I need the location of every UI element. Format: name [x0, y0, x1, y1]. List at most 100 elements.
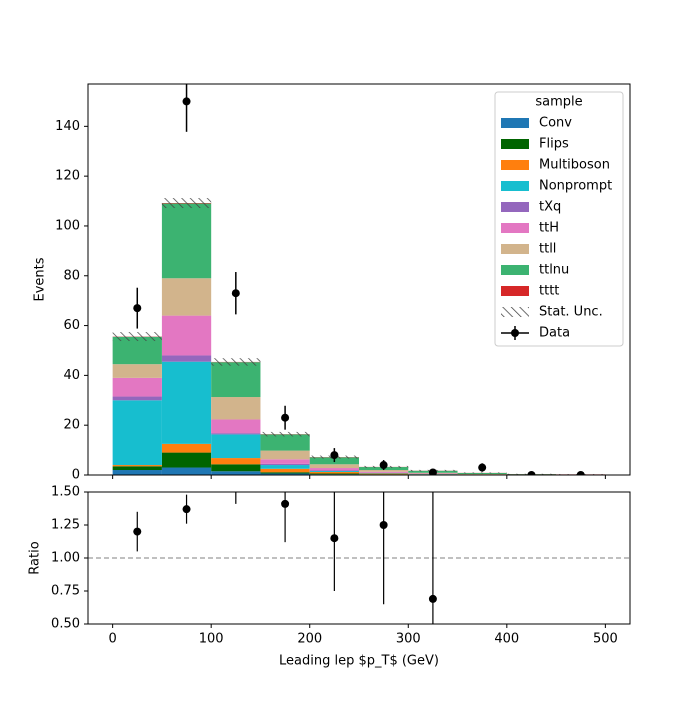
legend-label-ttll: ttll [539, 242, 556, 257]
bar-ttll-bin-2 [211, 397, 260, 419]
bottom-ytick-label-1: 0.75 [51, 584, 80, 599]
bar-multiboson-bin-4 [310, 472, 359, 473]
bar-nonprompt-bin-0 [113, 400, 162, 465]
bar-ttlnu-bin-3 [260, 434, 309, 450]
bar-multiboson-bin-5 [359, 474, 408, 475]
stat-unc-bin-2 [211, 358, 260, 365]
bar-tth-bin-3 [260, 459, 309, 463]
bar-ttlnu-bin-1 [162, 204, 211, 279]
top-ytick-label-5: 100 [55, 218, 80, 233]
bar-tth-bin-4 [310, 468, 359, 470]
legend-label-multiboson: Multiboson [539, 158, 610, 173]
bar-txq-bin-1 [162, 355, 211, 361]
legend-swatch-conv [501, 118, 529, 128]
legend-label-ttlnu: ttlnu [539, 263, 569, 278]
legend-swatch-stat-unc [501, 307, 529, 317]
bar-tth-bin-5 [359, 472, 408, 473]
bar-tth-bin-1 [162, 316, 211, 356]
bar-multiboson-bin-3 [260, 469, 309, 472]
stat-unc-bin-7 [458, 472, 507, 473]
legend-label-stat-unc: Stat. Unc. [539, 305, 603, 320]
bar-flips-bin-1 [162, 453, 211, 468]
ratio-panel: 0.50 0.75 1.00 1.25 1.50 0 100 200 300 400 500 Rati… [28, 446, 631, 700]
legend-swatch-flips [501, 139, 529, 149]
bar-ttll-bin-1 [162, 278, 211, 315]
legend-label-flips: Flips [539, 137, 569, 152]
bar-txq-bin-2 [211, 433, 260, 434]
bar-conv-bin-2 [211, 471, 260, 475]
bar-tth-bin-2 [211, 419, 260, 433]
data-point-5 [380, 461, 388, 469]
bar-nonprompt-bin-1 [162, 362, 211, 444]
ratio-point-3 [281, 500, 289, 508]
bar-multiboson-bin-1 [162, 444, 211, 453]
bar-flips-bin-2 [211, 464, 260, 471]
top-ylabel: Events [33, 257, 48, 301]
legend-label-data: Data [539, 326, 570, 341]
bottom-ylabel: Ratio [28, 541, 43, 574]
bar-txq-bin-0 [113, 397, 162, 401]
stat-unc-bin-0 [113, 332, 162, 341]
top-ytick-label-1: 20 [63, 418, 80, 433]
legend-data-marker [511, 329, 519, 337]
legend-label-conv: Conv [539, 116, 572, 131]
legend-swatch-ttll [501, 244, 529, 254]
legend-label-nonprompt: Nonprompt [539, 179, 612, 194]
bottom-xtick-label-1: 100 [199, 632, 224, 647]
stat-unc-bin-3 [260, 432, 309, 436]
ratio-point-2 [232, 476, 240, 484]
bar-ttll-bin-5 [359, 470, 408, 472]
bar-ttll-bin-3 [260, 451, 309, 460]
bar-ttll-bin-0 [113, 364, 162, 378]
bottom-ytick-label-0: 0.50 [51, 617, 80, 632]
top-ytick-label-6: 120 [55, 169, 80, 184]
bar-multiboson-bin-0 [113, 465, 162, 466]
ratio-point-5 [380, 521, 388, 529]
bar-flips-bin-0 [113, 466, 162, 470]
ratio-point-0 [133, 528, 141, 536]
data-point-7 [478, 464, 486, 472]
legend-swatch-ttlnu [501, 265, 529, 275]
legend-label-tth: ttH [539, 221, 559, 236]
top-ytick-label-3: 60 [63, 318, 80, 333]
top-ytick-label-2: 40 [63, 368, 80, 383]
bottom-xtick-label-2: 200 [297, 632, 322, 647]
bottom-ytick-label-2: 1.00 [51, 551, 80, 566]
legend-label-tttt: tttt [539, 284, 559, 299]
bottom-ytick-label-3: 1.25 [51, 518, 80, 533]
data-point-1 [183, 97, 191, 105]
bar-tth-bin-0 [113, 378, 162, 397]
ratio-point-6 [429, 595, 437, 603]
bar-conv-bin-1 [162, 468, 211, 475]
ratio-point-1 [183, 505, 191, 513]
ratio-point-4 [330, 534, 338, 542]
data-point-2 [232, 289, 240, 297]
legend-swatch-tttt [501, 286, 529, 296]
bar-flips-bin-3 [260, 472, 309, 473]
bar-txq-bin-3 [260, 464, 309, 465]
top-ytick-label-0: 0 [72, 468, 80, 483]
bar-nonprompt-bin-4 [310, 471, 359, 472]
bar-multiboson-bin-2 [211, 458, 260, 464]
bottom-xtick-label-5: 500 [593, 632, 618, 647]
stat-unc-bin-1 [162, 198, 211, 208]
top-ytick-label-4: 80 [63, 268, 80, 283]
bar-ttll-bin-4 [310, 464, 359, 468]
bottom-xtick-label-3: 300 [396, 632, 421, 647]
legend-swatch-multiboson [501, 160, 529, 170]
data-point-3 [281, 414, 289, 422]
legend-swatch-tth [501, 223, 529, 233]
bar-nonprompt-bin-2 [211, 434, 260, 458]
legend-label-txq: tXq [539, 200, 561, 215]
bottom-xtick-label-4: 400 [494, 632, 519, 647]
data-point-4 [330, 451, 338, 459]
bottom-ytick-label-4: 1.50 [51, 485, 80, 500]
main-histogram-panel: 020406080100120140EventssampleConvFlipsM… [33, 71, 631, 482]
bar-ttlnu-bin-2 [211, 362, 260, 397]
legend: sampleConvFlipsMultibosonNonprompttXqttH… [495, 92, 623, 346]
bar-nonprompt-bin-3 [260, 465, 309, 469]
legend-swatch-txq [501, 202, 529, 212]
bottom-xlabel: Leading lep $p_T$ (GeV) [279, 654, 439, 669]
